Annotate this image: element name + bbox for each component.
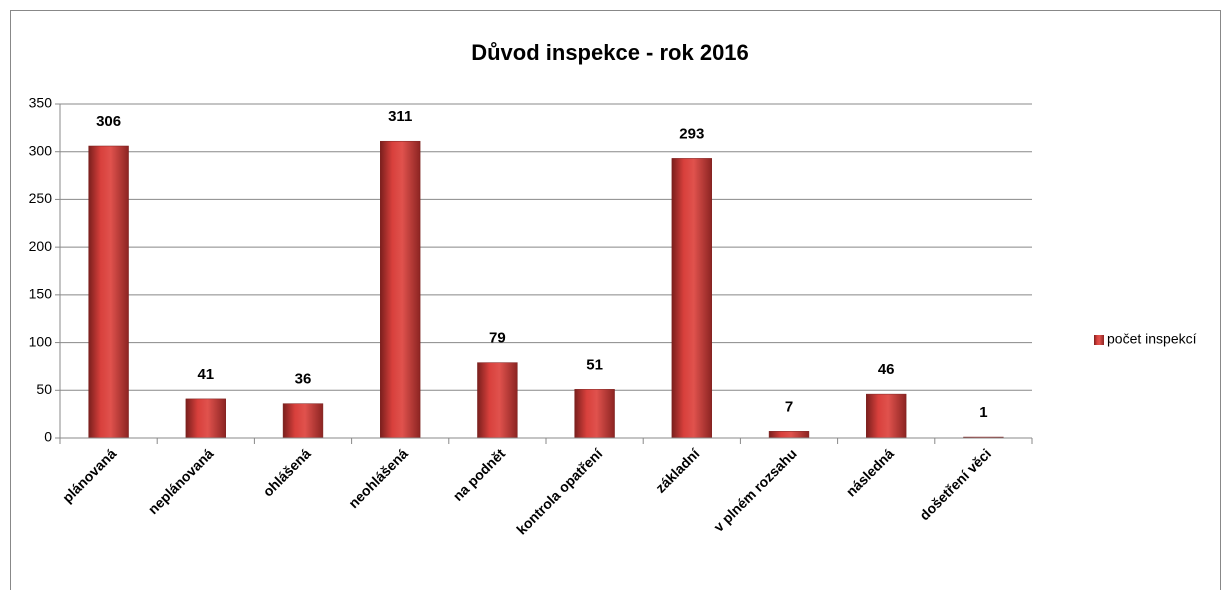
value-label: 306	[96, 113, 121, 130]
value-label: 46	[878, 361, 895, 378]
y-tick-label: 350	[29, 95, 53, 111]
y-tick-label: 300	[29, 142, 53, 158]
bar	[671, 158, 712, 439]
value-label: 311	[388, 108, 412, 125]
y-tick-label: 150	[29, 286, 53, 302]
value-label: 41	[197, 366, 214, 383]
chart-title: Důvod inspekce - rok 2016	[471, 40, 749, 65]
value-label: 7	[785, 398, 793, 415]
value-label: 51	[586, 356, 603, 373]
legend-label: počet inspekcí	[1107, 331, 1197, 347]
chart-frame	[10, 10, 1221, 590]
legend-swatch	[1094, 335, 1104, 345]
y-tick-label: 50	[36, 381, 52, 397]
value-label: 1	[979, 404, 987, 421]
value-label: 293	[679, 125, 704, 142]
bar	[768, 431, 810, 439]
bar	[574, 389, 615, 439]
bar	[88, 145, 129, 439]
y-tick-label: 250	[29, 190, 53, 206]
bar	[477, 362, 518, 439]
value-label: 79	[489, 330, 506, 347]
bar	[282, 403, 324, 439]
bar	[185, 398, 226, 439]
bar	[380, 140, 421, 439]
bar	[866, 393, 907, 439]
y-tick-label: 0	[44, 429, 52, 445]
value-label: 36	[295, 371, 312, 388]
y-tick-label: 200	[29, 238, 53, 254]
y-tick-label: 100	[29, 333, 53, 349]
